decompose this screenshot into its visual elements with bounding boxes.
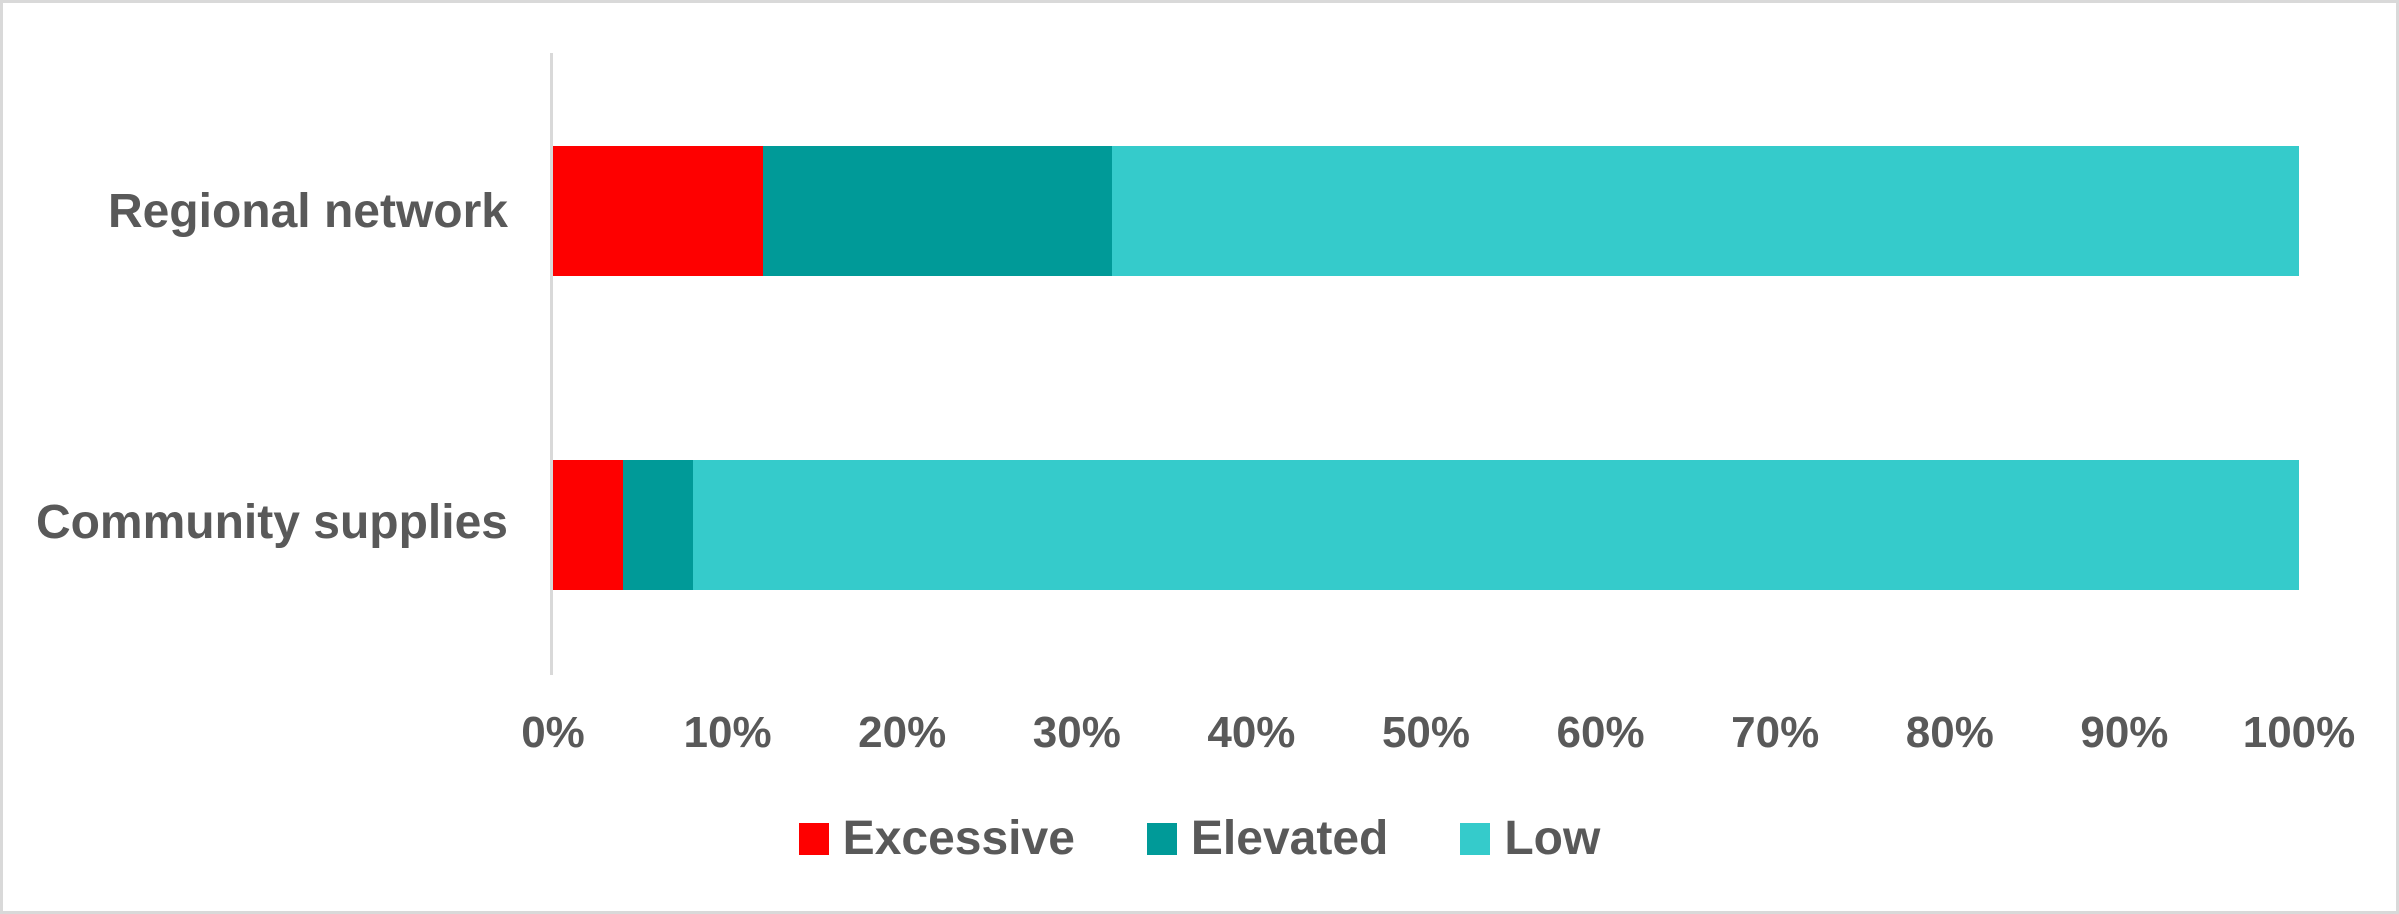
x-tick-70pct: 70%	[1731, 708, 1820, 757]
legend-item-excessive: Excessive	[798, 811, 1075, 867]
bar-segment-low	[1111, 146, 2299, 276]
category-label-community-supplies: Community supplies	[35, 496, 508, 549]
x-tick-100pct: 100%	[2242, 708, 2356, 757]
legend: Excessive Elevated Low	[3, 811, 2396, 867]
x-tick-10pct: 10%	[683, 708, 772, 757]
legend-label-excessive: Excessive	[842, 812, 1075, 865]
x-axis: 0% 10% 20% 30% 40% 50% 60% 70% 80% 90% 100%	[521, 706, 2355, 760]
bar-segment-elevated	[762, 146, 1112, 276]
legend-item-low: Low	[1460, 811, 1600, 867]
stacked-bar-regional-network	[553, 146, 2299, 276]
bar-segment-low	[692, 460, 2299, 590]
legend-swatch-excessive	[798, 823, 829, 855]
x-tick-20pct: 20%	[858, 708, 947, 757]
bar-segment-excessive	[553, 146, 763, 276]
legend-item-elevated: Elevated	[1146, 811, 1389, 867]
x-tick-90pct: 90%	[2080, 708, 2169, 757]
x-tick-50pct: 50%	[1381, 708, 1471, 757]
x-tick-80pct: 80%	[1905, 708, 1994, 757]
legend-label-elevated: Elevated	[1190, 812, 1389, 865]
category-label-regional-network: Regional network	[107, 185, 508, 238]
x-tick-40pct: 40%	[1207, 708, 1296, 757]
legend-swatch-low	[1460, 823, 1491, 855]
legend-label-low: Low	[1504, 812, 1601, 865]
x-tick-0pct: 0%	[521, 708, 585, 757]
x-tick-30pct: 30%	[1032, 708, 1121, 757]
bar-segment-excessive	[553, 460, 623, 590]
bar-segment-elevated	[622, 460, 693, 590]
legend-swatch-elevated	[1146, 823, 1177, 855]
stacked-bar-community-supplies	[553, 460, 2299, 590]
x-tick-60pct: 60%	[1556, 708, 1645, 757]
plot-area	[553, 53, 2299, 675]
y-axis-line	[550, 53, 553, 675]
